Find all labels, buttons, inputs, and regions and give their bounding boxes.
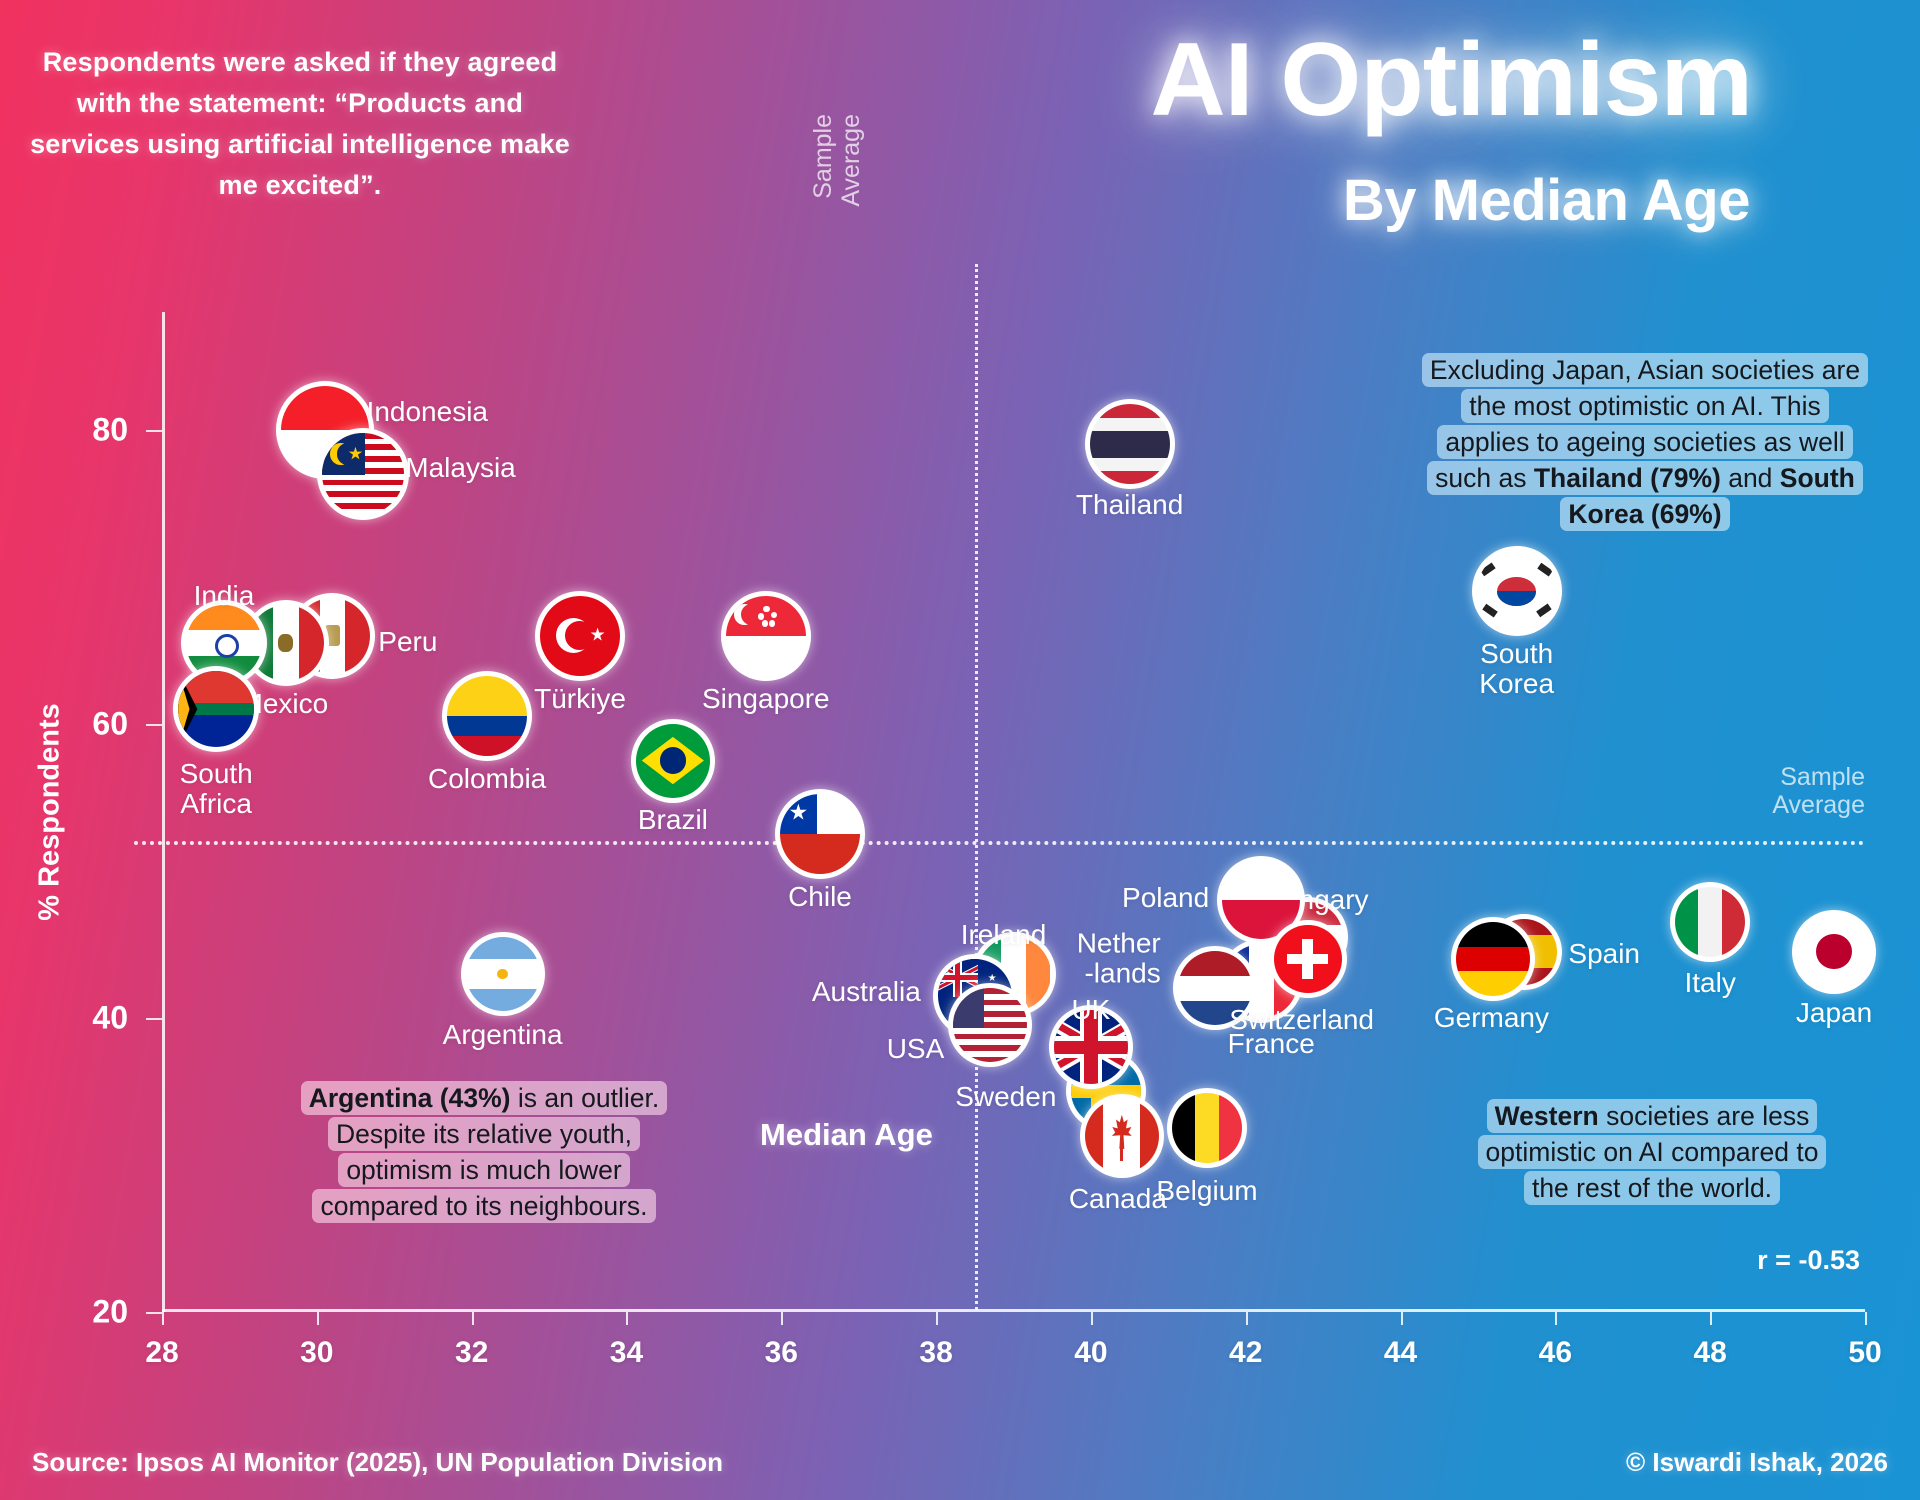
point-label: Nether -lands	[1076, 927, 1161, 989]
callout-argentina: Argentina (43%) is an outlier. Despite i…	[290, 1080, 678, 1224]
flag-icon-india[interactable]	[185, 604, 262, 681]
x-tick	[1090, 1312, 1093, 1325]
flag-icon-chile[interactable]	[779, 794, 860, 875]
x-tick	[1710, 1312, 1713, 1325]
flag-icon-italy[interactable]	[1675, 887, 1746, 958]
point-label: Chile	[788, 881, 852, 913]
point-label: France	[1227, 1028, 1315, 1060]
x-tick	[316, 1312, 319, 1325]
flag-icon-usa[interactable]	[953, 988, 1028, 1063]
y-axis-line	[162, 312, 165, 1312]
x-tick-label: 44	[1383, 1336, 1418, 1369]
point-label: Brazil	[637, 803, 708, 835]
point-label: Canada	[1068, 1182, 1167, 1214]
point-label: Mexico	[239, 687, 329, 719]
y-tick-label: 80	[92, 411, 128, 448]
x-tick	[1245, 1312, 1248, 1325]
x-axis-line	[162, 1309, 1865, 1312]
x-tick	[1400, 1312, 1403, 1325]
point-label: Türkiye	[534, 682, 626, 714]
point-label: Thailand	[1075, 489, 1184, 521]
point-label: South Africa	[179, 758, 253, 819]
page-subtitle: By Median Age	[1342, 168, 1751, 233]
flag-icon-colombia[interactable]	[447, 676, 528, 757]
point-label: Belgium	[1156, 1175, 1258, 1207]
point-label: India	[193, 579, 255, 611]
flag-icon-türkiye[interactable]	[540, 595, 620, 676]
x-tick-label: 46	[1538, 1336, 1573, 1369]
flag-icon-japan[interactable]	[1797, 914, 1872, 989]
x-tick-label: 42	[1229, 1336, 1263, 1369]
point-label: South Korea	[1479, 638, 1555, 700]
x-tick-label: 48	[1693, 1336, 1727, 1369]
sample-average-vertical-line	[974, 264, 978, 1310]
flag-icon-south-korea[interactable]	[1476, 551, 1557, 632]
point-label: Italy	[1684, 967, 1736, 999]
point-label: Australia	[811, 975, 921, 1007]
flag-icon-thailand[interactable]	[1089, 404, 1170, 485]
x-tick-label: 38	[919, 1336, 953, 1369]
point-label: Germany	[1433, 1002, 1549, 1034]
flag-icon-netherlands[interactable]	[1177, 951, 1252, 1026]
x-tick	[1555, 1312, 1558, 1325]
point-label: Japan	[1795, 996, 1873, 1028]
flag-icon-brazil[interactable]	[635, 723, 710, 798]
point-label: Colombia	[427, 763, 547, 795]
point-label: Singapore	[701, 682, 830, 714]
y-tick	[146, 1312, 162, 1314]
x-tick	[1865, 1312, 1867, 1325]
y-tick	[146, 1017, 162, 1020]
flag-icon-uk[interactable]	[1053, 1010, 1128, 1085]
flag-icon-germany[interactable]	[1456, 922, 1531, 997]
x-tick-label: 40	[1074, 1336, 1108, 1369]
x-tick	[626, 1312, 629, 1325]
sample-average-horizontal-label: Sample Average	[1772, 763, 1865, 820]
point-label: Malaysia	[405, 451, 516, 483]
point-label: Poland	[1122, 882, 1210, 914]
x-tick	[781, 1312, 784, 1325]
source-note: Source: Ipsos AI Monitor (2025), UN Popu…	[32, 1447, 723, 1477]
point-label: Ireland	[960, 918, 1047, 950]
point-label: Indonesia	[366, 395, 488, 427]
x-tick-label: 30	[300, 1336, 334, 1369]
point-label: Sweden	[955, 1081, 1057, 1113]
flag-icon-canada[interactable]	[1084, 1098, 1159, 1173]
y-tick	[146, 429, 162, 432]
flag-icon-argentina[interactable]	[465, 936, 540, 1011]
page-title: AI Optimism	[1150, 22, 1753, 138]
y-tick-label: 60	[92, 705, 128, 742]
point-label: Argentina	[442, 1018, 563, 1050]
x-tick-label: 28	[145, 1336, 179, 1369]
scatter-plot: % Respondents 28 30 32 34 36 38 40 42 44 46 48 50 2…	[34, 114, 1882, 1369]
point-label: Switzerland	[1229, 1004, 1375, 1036]
flag-icon-malaysia[interactable]	[322, 432, 405, 515]
credit-note: © Iswardi Ishak, 2026	[1626, 1447, 1888, 1477]
point-label: Spain	[1568, 937, 1641, 969]
x-tick-label: 50	[1848, 1336, 1882, 1369]
point-label: USA	[886, 1033, 945, 1065]
x-tick	[471, 1312, 474, 1325]
sample-average-vertical-label: Sample Average	[808, 114, 865, 207]
y-axis-title: % Respondents	[33, 703, 66, 921]
x-tick-label: 36	[764, 1336, 798, 1369]
callout-western: Western societies are less optimistic on…	[1462, 1098, 1842, 1206]
x-tick	[162, 1312, 164, 1325]
flag-icon-singapore[interactable]	[725, 595, 806, 676]
flag-icon-south-africa[interactable]	[178, 671, 255, 748]
y-tick-label: 20	[92, 1293, 128, 1330]
callout-asia: Excluding Japan, Asian societies are the…	[1420, 352, 1870, 532]
x-tick-label: 32	[454, 1336, 489, 1369]
flag-icon-belgium[interactable]	[1172, 1093, 1243, 1164]
x-tick-label: 34	[609, 1336, 644, 1369]
point-label: UK	[1071, 994, 1111, 1026]
sample-average-horizontal-line	[134, 841, 1865, 846]
point-label: Peru	[378, 625, 438, 657]
y-tick	[146, 723, 162, 726]
x-tick	[936, 1312, 939, 1325]
x-axis-title: Median Age	[760, 1117, 933, 1152]
question-note: Respondents were asked if they agreed wi…	[30, 47, 570, 201]
flag-icon-switzerland[interactable]	[1273, 925, 1342, 994]
y-tick-label: 40	[92, 999, 128, 1036]
